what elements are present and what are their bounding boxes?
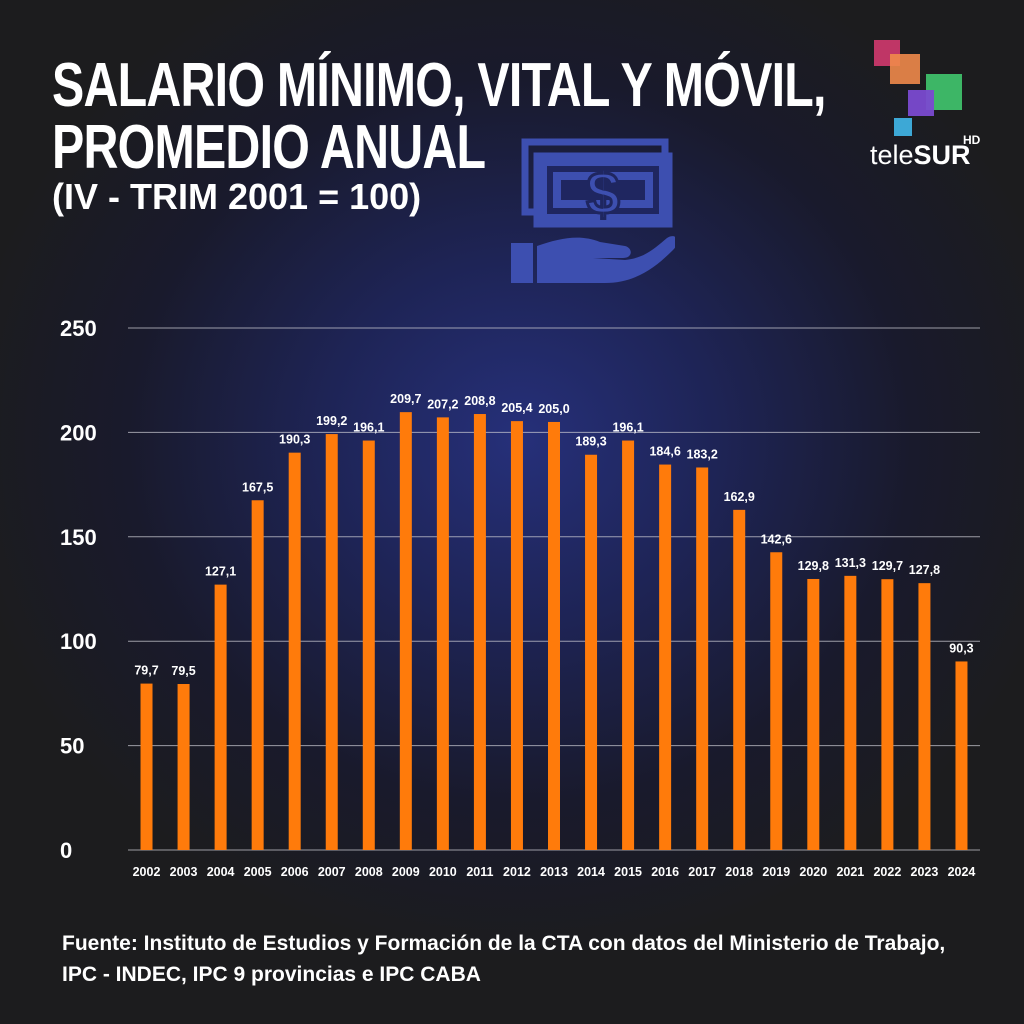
y-tick-label: 150 [60, 525, 97, 550]
bar-2013 [548, 421, 560, 850]
bar-2011 [473, 414, 486, 850]
data-label-2006: 190,3 [279, 433, 310, 447]
data-label-2008: 196,1 [353, 421, 384, 435]
data-label-2024: 90,3 [949, 641, 973, 655]
data-label-2011: 208,8 [464, 394, 495, 408]
source-note: Fuente: Instituto de Estudios y Formació… [62, 932, 946, 986]
data-label-2007: 199,2 [316, 414, 347, 428]
x-tick-label-2009: 2009 [392, 865, 420, 879]
x-tick-label-2007: 2007 [318, 865, 346, 879]
data-label-2003: 79,5 [171, 664, 195, 678]
data-label-2013: 205,0 [538, 402, 569, 416]
x-tick-label-2014: 2014 [577, 865, 605, 879]
bar-2007 [325, 434, 338, 850]
x-tick-label-2005: 2005 [244, 865, 272, 879]
bar-2018 [733, 509, 746, 850]
bar-2002 [140, 683, 153, 850]
x-tick-label-2023: 2023 [911, 865, 939, 879]
y-tick-label: 0 [60, 838, 72, 863]
bar-2012 [510, 421, 523, 850]
data-label-2002: 79,7 [134, 664, 158, 678]
x-tick-label-2002: 2002 [133, 865, 161, 879]
x-tick-label-2016: 2016 [651, 865, 679, 879]
svg-text:$: $ [586, 160, 619, 227]
bar-2023 [918, 583, 931, 850]
y-tick-label: 50 [60, 734, 84, 759]
bar-2010 [436, 417, 449, 850]
bar-2003 [177, 684, 190, 850]
x-tick-label-2015: 2015 [614, 865, 642, 879]
data-label-2005: 167,5 [242, 480, 273, 494]
data-label-2018: 162,9 [724, 490, 755, 504]
bar-2005 [251, 500, 264, 850]
x-tick-label-2024: 2024 [948, 865, 976, 879]
x-tick-label-2022: 2022 [873, 865, 901, 879]
x-tick-label-2021: 2021 [836, 865, 864, 879]
bar-2015 [622, 440, 635, 850]
data-label-2009: 209,7 [390, 392, 421, 406]
x-tick-label-2003: 2003 [170, 865, 198, 879]
bar-2017 [696, 467, 709, 850]
bar-2020 [807, 578, 820, 850]
data-label-2015: 196,1 [612, 421, 643, 435]
y-tick-label: 250 [60, 316, 97, 341]
data-label-2014: 189,3 [575, 435, 606, 449]
x-axis: 2002 2003 2004 2005 2006 2007 2008 2009 2010 2011… [133, 865, 976, 879]
chart-title-line1: SALARIO MÍNIMO, VITAL Y MÓVIL, [52, 51, 826, 120]
data-label-2021: 131,3 [835, 556, 866, 570]
chart-title-line2: PROMEDIO ANUAL [52, 113, 486, 182]
x-tick-label-2017: 2017 [688, 865, 716, 879]
data-label-2017: 183,2 [687, 447, 718, 461]
telesur-wordmark: teleSUR [870, 140, 971, 170]
x-tick-label-2012: 2012 [503, 865, 531, 879]
x-tick-label-2006: 2006 [281, 865, 309, 879]
bar-2019 [770, 552, 783, 850]
data-label-2019: 142,6 [761, 532, 792, 546]
bar-2021 [844, 575, 857, 850]
bar-2009 [399, 412, 412, 850]
y-tick-label: 100 [60, 629, 97, 654]
data-labels: 79,7 79,5 127,1 167,5 190,3 199,2 196,1 209,7 20… [134, 392, 973, 678]
telesur-logo-icon [874, 40, 962, 136]
x-tick-label-2010: 2010 [429, 865, 457, 879]
chart-subtitle: (IV - TRIM 2001 = 100) [52, 176, 422, 217]
bar-2006 [288, 452, 301, 850]
x-tick-label-2019: 2019 [762, 865, 790, 879]
bars [140, 412, 968, 850]
money-hand-icon: $ [511, 138, 675, 283]
bar-2024 [955, 661, 968, 850]
hd-badge: HD [963, 133, 981, 147]
bar-chart: 0 50 100 150 200 250 79,7 79,5 127,1 167,5 190,3 1… [60, 316, 980, 879]
bar-2022 [881, 579, 894, 850]
data-label-2004: 127,1 [205, 565, 236, 579]
data-label-2022: 129,7 [872, 559, 903, 573]
x-tick-label-2020: 2020 [799, 865, 827, 879]
data-label-2023: 127,8 [909, 563, 940, 577]
x-tick-label-2011: 2011 [466, 865, 493, 879]
bar-2004 [214, 584, 227, 850]
x-tick-label-2008: 2008 [355, 865, 383, 879]
y-tick-label: 200 [60, 420, 97, 445]
bar-2008 [362, 440, 375, 850]
x-tick-label-2018: 2018 [725, 865, 753, 879]
data-label-2012: 205,4 [501, 401, 532, 415]
y-axis: 0 50 100 150 200 250 [60, 316, 97, 863]
bar-2014 [585, 454, 598, 850]
bar-2016 [659, 464, 672, 850]
x-tick-label-2004: 2004 [207, 865, 235, 879]
data-label-2020: 129,8 [798, 559, 829, 573]
x-tick-label-2013: 2013 [540, 865, 568, 879]
data-label-2010: 207,2 [427, 397, 458, 411]
data-label-2016: 184,6 [649, 445, 680, 459]
